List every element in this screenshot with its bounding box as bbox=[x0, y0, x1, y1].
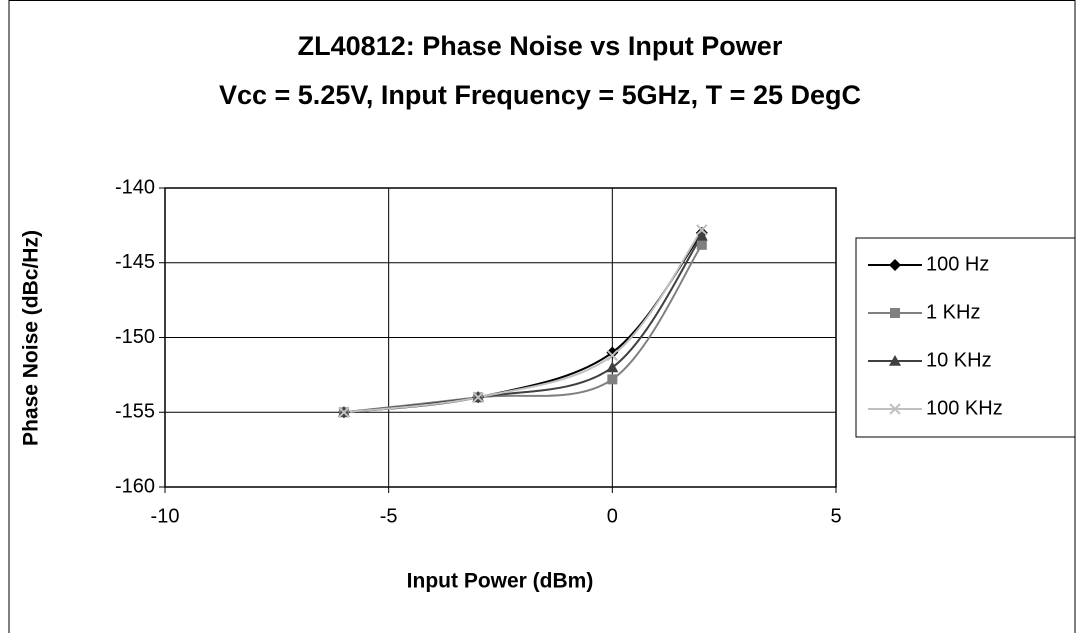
legend-marker bbox=[890, 308, 900, 318]
marker bbox=[338, 406, 350, 418]
marker bbox=[695, 229, 708, 241]
x-tick-label: 0 bbox=[607, 505, 618, 527]
marker bbox=[696, 239, 707, 250]
marker bbox=[606, 346, 619, 359]
marker bbox=[696, 224, 708, 236]
x-tick-label: -5 bbox=[380, 505, 398, 527]
chart-title: ZL40812: Phase Noise vs Input Power bbox=[298, 31, 783, 61]
y-tick-label: -140 bbox=[115, 176, 155, 198]
marker bbox=[607, 374, 618, 385]
y-tick-label: -155 bbox=[115, 401, 155, 423]
x-axis-label: Input Power (dBm) bbox=[407, 570, 594, 593]
legend-label: 1 KHz bbox=[926, 301, 980, 323]
marker bbox=[606, 361, 619, 373]
plot-border bbox=[164, 187, 837, 488]
legend-marker bbox=[889, 259, 901, 271]
x-tick-label: 5 bbox=[830, 505, 841, 527]
legend-label: 100 Hz bbox=[926, 253, 989, 275]
y-tick-label: -150 bbox=[115, 326, 155, 348]
legend-marker bbox=[889, 403, 901, 415]
legend-label: 100 KHz bbox=[926, 397, 1003, 419]
series-line bbox=[343, 229, 703, 414]
y-tick-label: -145 bbox=[115, 251, 155, 273]
legend-label: 10 KHz bbox=[926, 349, 992, 371]
legend-marker bbox=[889, 355, 901, 366]
x-tick-label: -10 bbox=[151, 505, 180, 527]
chart-subtitle: Vcc = 5.25V, Input Frequency = 5GHz, T =… bbox=[219, 80, 861, 110]
marker bbox=[606, 349, 619, 362]
marker bbox=[472, 391, 484, 404]
y-axis-label: Phase Noise (dBc/Hz) bbox=[20, 230, 43, 446]
y-tick-label: -160 bbox=[115, 475, 155, 497]
legend-box bbox=[855, 237, 1076, 438]
